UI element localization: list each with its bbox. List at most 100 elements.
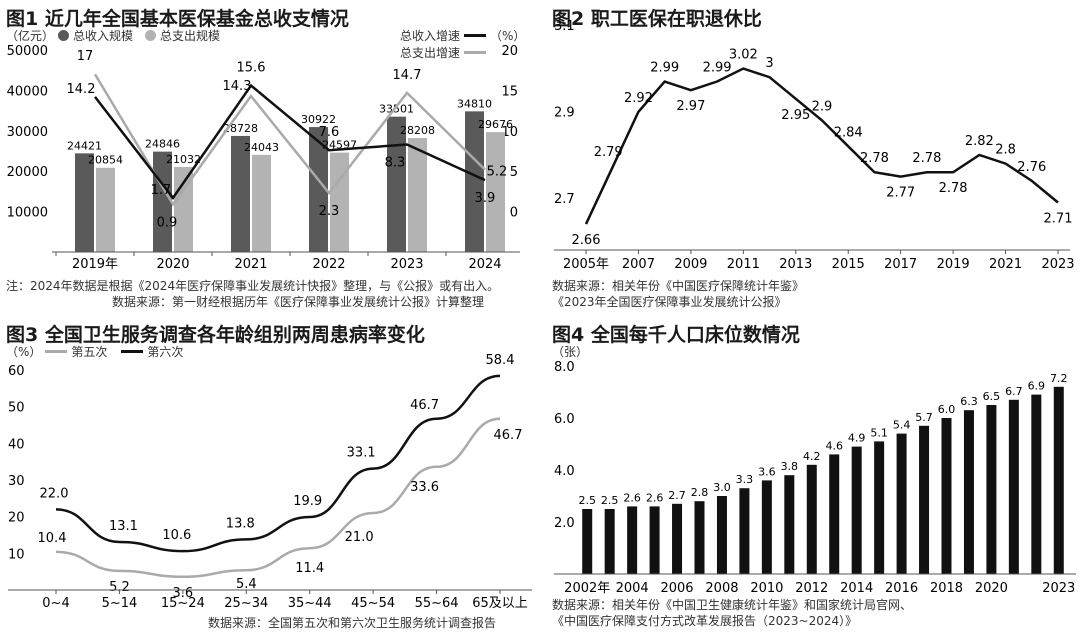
fig3-fifth-point-label: 46.7 xyxy=(494,428,523,443)
fig4-y-tick: 2.0 xyxy=(554,516,575,531)
fig1-income-line-label: 3.9 xyxy=(475,191,496,206)
fig3-x-tick-label: 35~44 xyxy=(288,596,332,611)
fig4-bar xyxy=(604,509,615,574)
fig4-bar-label: 2.8 xyxy=(691,486,709,499)
fig4-bar-label: 5.4 xyxy=(893,419,911,432)
fig3-fifth-line xyxy=(55,417,501,579)
fig3-fifth-point-label: 11.4 xyxy=(295,561,324,576)
fig4-x-tick-label: 2010 xyxy=(750,581,783,596)
fig1-x-tick-label: 2023 xyxy=(390,257,423,272)
fig1-right-unit: （%） xyxy=(490,29,526,43)
fig2-note-2: 《2023年全国医疗保障事业发展统计公报》 xyxy=(552,295,787,309)
fig2-x-tick-label: 2007 xyxy=(622,257,655,272)
fig4-bar xyxy=(761,480,772,574)
fig1-expense-bar-label: 29676 xyxy=(478,118,513,131)
fig3-sixth-point-label: 10.6 xyxy=(162,528,191,543)
fig1-expense-line-label: 17 xyxy=(77,49,94,64)
fig1-expense-bar-label: 21032 xyxy=(166,153,201,166)
fig1-income-line-label: 14.2 xyxy=(67,82,96,97)
fig4-bar-label: 6.9 xyxy=(1028,380,1046,393)
fig3-fifth-point-label: 21.0 xyxy=(345,530,374,545)
fig1-left-tick: 30000 xyxy=(7,125,48,140)
fig1-income-bar-label: 24421 xyxy=(67,139,102,152)
fig4-panel: 图4 全国每千人口床位数情况 （张） 2.0 4.0 6.0 8.0 2.5 2.5 2.6… xyxy=(546,318,1080,633)
fig2-point-label: 2.99 xyxy=(650,61,679,76)
fig1-income-bar xyxy=(153,151,172,252)
fig2-x-tick-label: 2019 xyxy=(937,257,970,272)
fig1-right-tick: 10 xyxy=(501,125,518,140)
fig4-bar xyxy=(1053,386,1064,574)
fig4-bar-label: 2.6 xyxy=(646,491,664,504)
fig3-fifth-point-label: 5.4 xyxy=(236,577,257,592)
fig1-x-tick-label: 2024 xyxy=(468,257,501,272)
fig4-bar-label: 6.3 xyxy=(960,395,978,408)
fig3-y-tick: 30 xyxy=(8,474,25,489)
fig2-x-tick-label: 2015 xyxy=(832,257,865,272)
fig1-expense-bar xyxy=(486,132,505,252)
fig4-bar xyxy=(986,405,997,574)
fig4-bar xyxy=(649,506,660,574)
fig1-expense-line-swatch xyxy=(464,51,487,54)
fig3-fifth-point-label: 33.6 xyxy=(410,480,439,495)
fig1-right-tick: 5 xyxy=(510,165,518,180)
fig3-sixth-point-label: 58.4 xyxy=(486,353,515,368)
fig3-y-tick: 10 xyxy=(8,547,25,562)
fig4-bar-label: 6.0 xyxy=(938,403,956,416)
fig1-expense-line-label: 2.3 xyxy=(319,204,340,219)
fig4-plot: 2.0 4.0 6.0 8.0 2.5 2.5 2.6 2.6 2.7 2.8 3.0 3.3 3.6 3… xyxy=(554,360,1076,596)
fig1-income-bar xyxy=(75,153,94,252)
fig2-point-label: 2.76 xyxy=(1017,160,1046,175)
fig2-point-label: 2.79 xyxy=(594,145,623,160)
fig1-expense-bar xyxy=(96,167,115,252)
fig4-bar xyxy=(874,441,885,574)
fig3-x-tick-label: 15~24 xyxy=(161,596,205,611)
fig1-right-tick: 15 xyxy=(501,84,518,99)
fig2-point-label: 3 xyxy=(765,56,773,71)
fig4-bar-label: 5.7 xyxy=(915,411,933,424)
fig2-x-tick-label: 2005年 xyxy=(563,257,609,272)
fig4-bar-label: 6.5 xyxy=(983,390,1001,403)
fig3-fifth-label: 第五次 xyxy=(71,345,108,359)
fig1-expense-bar-label: 总支出规模 xyxy=(160,29,221,43)
fig2-point-label: 2.97 xyxy=(676,99,705,114)
fig1-legend-left: （亿元） 总收入规模 总支出规模 xyxy=(6,27,220,44)
fig1-income-bar xyxy=(309,127,328,252)
fig3-sixth-swatch xyxy=(121,350,144,353)
fig2-x-tick-label: 2013 xyxy=(779,257,812,272)
fig2-point-label: 2.9 xyxy=(812,99,833,114)
fig4-bar-label: 2.5 xyxy=(601,494,619,507)
fig3-sixth-label: 第六次 xyxy=(147,345,184,359)
fig2-point-label: 2.77 xyxy=(886,186,915,201)
fig1-legend-expense-line: 总支出增速 xyxy=(400,44,487,61)
fig3-x-tick-label: 5~14 xyxy=(102,596,138,611)
fig4-bar xyxy=(806,464,817,574)
fig4-y-tick: 8.0 xyxy=(554,360,575,375)
fig1-income-bar xyxy=(387,116,406,252)
fig4-bar-label: 3.6 xyxy=(758,465,776,478)
fig4-bar xyxy=(963,410,974,574)
fig1-x-tick-label: 2020 xyxy=(156,257,189,272)
fig2-x-tick-label: 2023 xyxy=(1041,257,1074,272)
fig1-left-tick: 10000 xyxy=(7,206,48,221)
fig4-bar xyxy=(919,425,930,574)
fig3-x-tick-label: 45~54 xyxy=(351,596,395,611)
fig1-income-bar-label: 30922 xyxy=(301,113,336,126)
fig4-bar-label: 5.1 xyxy=(870,426,888,439)
fig4-bar xyxy=(941,418,952,574)
fig4-unit: （张） xyxy=(552,345,589,359)
fig4-bar xyxy=(851,446,862,574)
fig2-point-label: 2.95 xyxy=(781,108,810,123)
fig4-bar-label: 3.0 xyxy=(713,481,731,494)
fig1-right-tick: 20 xyxy=(501,44,518,59)
fig4-x-tick-label: 2012 xyxy=(795,581,828,596)
fig3-legend: （%） 第五次 第六次 xyxy=(6,343,183,360)
fig4-bar-label: 4.9 xyxy=(848,432,866,445)
fig2-point-label: 2.82 xyxy=(965,134,994,149)
fig3-sixth-point-label: 33.1 xyxy=(347,446,376,461)
fig3-sixth-point-label: 13.8 xyxy=(226,516,255,531)
fig1-income-bar-swatch xyxy=(58,30,70,41)
fig3-sixth-point-label: 22.0 xyxy=(40,486,69,501)
fig2-point-label: 2.8 xyxy=(995,143,1016,158)
fig4-y-tick: 6.0 xyxy=(554,412,575,427)
fig1-note-1: 注：2024年数据是根据《2024年医疗保障事业发展统计快报》整理，与《公报》或… xyxy=(6,279,500,293)
